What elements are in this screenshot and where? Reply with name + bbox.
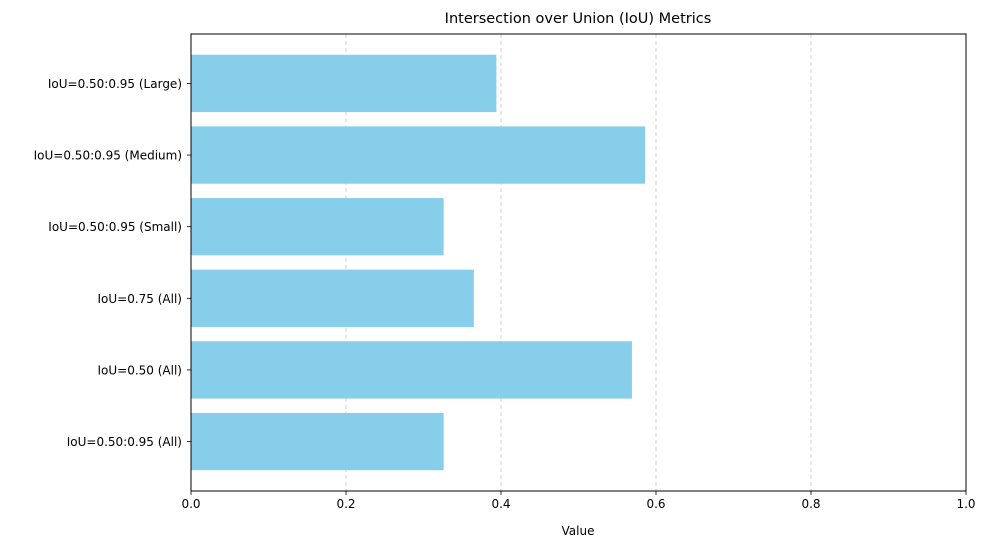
bar-2	[191, 269, 474, 327]
plot-area-frame	[190, 33, 967, 492]
x-tick-label-5: 1.0	[956, 497, 975, 511]
x-tick-label-4: 0.8	[801, 497, 820, 511]
y-tick-label-5: IoU=0.50:0.95 (Large)	[48, 77, 182, 91]
bar-0	[191, 412, 444, 471]
bar-5	[191, 54, 497, 113]
x-tick-label-2: 0.4	[491, 497, 510, 511]
y-axis: IoU=0.50:0.95 (All) IoU=0.50 (All) IoU=0.7…	[34, 77, 191, 449]
x-axis: 0.0 0.2 0.4 0.6 0.8 1.0	[181, 491, 976, 511]
bar-3	[191, 198, 444, 256]
y-tick-label-0: IoU=0.50:0.95 (All)	[67, 435, 182, 449]
bars-layer	[191, 54, 646, 471]
x-tick-label-1: 0.2	[336, 497, 355, 511]
y-tick-label-4: IoU=0.50:0.95 (Medium)	[34, 149, 182, 163]
x-axis-label: Value	[562, 524, 595, 538]
x-tick-label-3: 0.6	[646, 497, 665, 511]
bar-4	[191, 126, 646, 184]
y-tick-label-3: IoU=0.50:0.95 (Small)	[48, 220, 182, 234]
x-tick-label-0: 0.0	[181, 497, 200, 511]
chart-title: Intersection over Union (IoU) Metrics	[445, 11, 712, 27]
bar-1	[191, 341, 632, 399]
y-tick-label-1: IoU=0.50 (All)	[98, 363, 183, 377]
y-tick-label-2: IoU=0.75 (All)	[98, 292, 183, 306]
